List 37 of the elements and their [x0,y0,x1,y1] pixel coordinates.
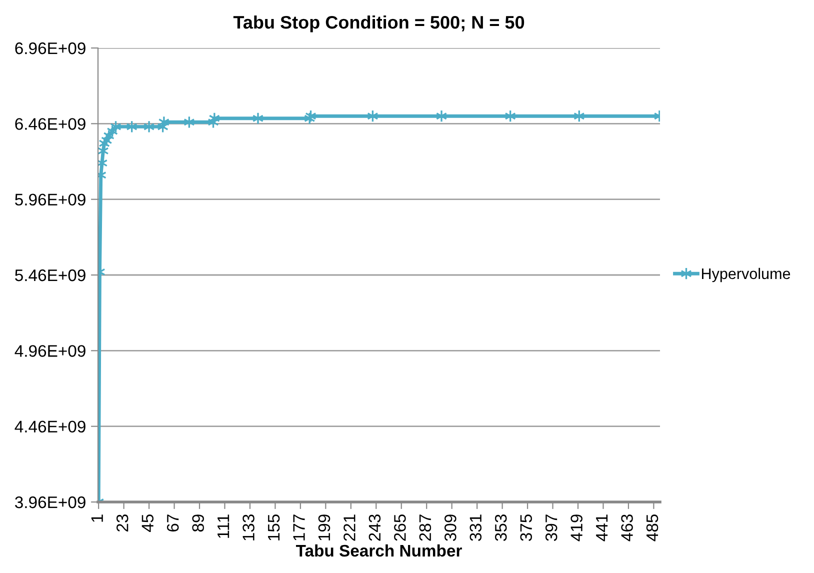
x-tick-label: 463 [621,514,633,542]
x-tick-label: 155 [268,514,280,540]
x-tick-label: 45 [142,514,154,532]
x-tick-label: 133 [242,514,254,540]
point [252,112,264,125]
x-tick-label: 111 [218,514,230,538]
y-tick-label: 4.46E+09 [14,420,86,433]
x-tick-label: 309 [444,514,456,541]
x-tick-label: 23 [116,514,128,532]
y-tick-label: 6.96E+09 [15,42,86,54]
x-tick-label: 287 [419,514,432,541]
point [158,116,170,129]
x-tick-label: 441 [596,514,608,542]
y-tick-label: 4.96E+09 [14,345,86,357]
x-tick-label: 221 [344,514,356,541]
x-tick-label: 199 [318,514,330,540]
x-tick-label: 243 [368,514,381,541]
x-tick-label: 177 [293,514,305,540]
x-tick-label: 331 [470,514,482,541]
x-tick-label: 353 [494,514,507,541]
x-tick-label: 265 [394,514,406,541]
point [143,120,155,134]
legend-label: Hypervolume [702,268,790,282]
point [436,110,448,122]
x-tick-label: 67 [166,514,179,532]
x-tick-label: 89 [192,514,204,532]
x-tick-label: 419 [570,514,582,542]
x-tick-label: 485 [646,514,658,542]
x-tick-label: 1 [91,514,103,522]
x-tick-label: 375 [520,514,532,541]
x-axis-title: Tabu Search Number [296,544,462,557]
x-tick-label: 397 [545,514,558,541]
y-tick-label: 6.46E+09 [15,118,86,130]
y-tick-label: 3.96E+09 [15,496,86,508]
y-tick-label: 5.46E+09 [15,269,86,282]
y-tick-label: 5.96E+09 [15,194,86,206]
chart-title: Tabu Stop Condition = 500; N = 50 [233,15,524,32]
